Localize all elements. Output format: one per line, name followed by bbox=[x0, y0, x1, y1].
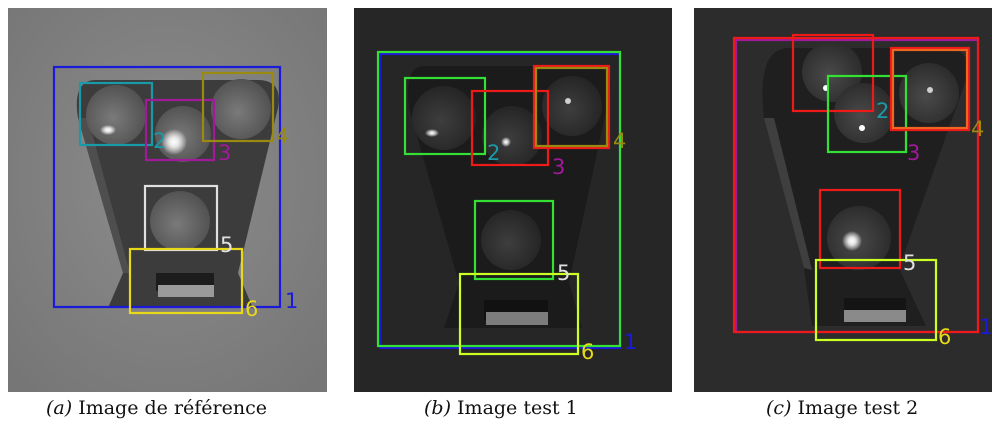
dot-right bbox=[565, 98, 571, 104]
lens-bottom bbox=[150, 191, 210, 251]
lens-center bbox=[834, 83, 894, 143]
lens-right bbox=[542, 76, 602, 136]
caption-letter: (b) bbox=[424, 397, 451, 419]
label-6: 6 bbox=[581, 340, 594, 364]
reflection-bottom bbox=[842, 231, 862, 251]
caption-letter: (c) bbox=[766, 397, 792, 419]
label-6: 6 bbox=[938, 325, 951, 349]
connector-pins bbox=[844, 310, 906, 322]
label-1: 1 bbox=[624, 330, 637, 354]
lens-right bbox=[899, 63, 959, 123]
label-5: 5 bbox=[220, 233, 233, 257]
box-6 bbox=[458, 272, 580, 356]
caption-a: (a) Image de référence bbox=[46, 397, 267, 419]
reflection-center bbox=[859, 125, 865, 131]
box-2 bbox=[791, 33, 875, 113]
caption-c: (c) Image test 2 bbox=[766, 397, 918, 419]
panel-b: 2 3 4 5 6 1 bbox=[354, 8, 672, 392]
lens-left bbox=[412, 86, 476, 150]
box-4 bbox=[201, 71, 275, 143]
caption-letter: (a) bbox=[46, 397, 73, 419]
box-5 bbox=[473, 199, 555, 281]
box-2 bbox=[78, 81, 154, 147]
box-5 bbox=[818, 188, 902, 270]
label-4: 4 bbox=[613, 129, 626, 153]
label-3: 3 bbox=[907, 141, 920, 165]
label-2: 2 bbox=[487, 141, 500, 165]
label-3: 3 bbox=[218, 141, 231, 165]
reflection-left bbox=[425, 129, 439, 137]
reflection-left bbox=[100, 125, 116, 135]
caption-text: Image de référence bbox=[78, 397, 267, 419]
label-6: 6 bbox=[245, 297, 258, 321]
lens-bottom bbox=[481, 210, 541, 270]
label-5: 5 bbox=[903, 251, 916, 275]
caption-text: Image test 2 bbox=[797, 397, 919, 419]
box-4 bbox=[532, 64, 611, 150]
box-4 bbox=[889, 46, 971, 132]
connector-pins bbox=[486, 312, 548, 325]
reflection-center bbox=[501, 137, 511, 147]
box-2 bbox=[403, 76, 487, 156]
box-1 bbox=[52, 65, 282, 309]
label-5: 5 bbox=[557, 261, 570, 285]
part-edge bbox=[764, 118, 812, 270]
lens-left bbox=[802, 42, 862, 102]
caption-b: (b) Image test 1 bbox=[424, 397, 578, 419]
label-1: 1 bbox=[285, 289, 298, 313]
label-2: 2 bbox=[876, 99, 889, 123]
label-2: 2 bbox=[153, 129, 166, 153]
connector-pins bbox=[158, 285, 214, 297]
box-4-outline bbox=[891, 48, 969, 130]
panel-a: 2 3 4 5 6 1 bbox=[8, 8, 327, 392]
box-3 bbox=[826, 74, 908, 154]
reference-image: 2 3 4 5 6 1 bbox=[8, 8, 327, 392]
lens-right bbox=[211, 79, 271, 139]
label-1: 1 bbox=[979, 315, 992, 339]
test-image-1: 2 3 4 5 6 1 bbox=[354, 8, 672, 392]
label-3: 3 bbox=[552, 155, 565, 179]
box-1-status bbox=[376, 50, 622, 348]
box-6 bbox=[814, 258, 938, 342]
box-6 bbox=[128, 247, 244, 315]
label-4: 4 bbox=[276, 124, 289, 148]
label-4: 4 bbox=[971, 117, 984, 141]
panel-c: 2 3 4 5 6 1 bbox=[694, 8, 992, 392]
box-3 bbox=[144, 98, 216, 162]
caption-text: Image test 1 bbox=[457, 397, 578, 419]
box-4-outline bbox=[534, 66, 609, 148]
lens-center bbox=[482, 106, 542, 166]
test-image-2: 2 3 4 5 6 1 bbox=[694, 8, 992, 392]
reflection-center bbox=[161, 129, 187, 155]
dot-right bbox=[927, 87, 933, 93]
part-edge bbox=[78, 118, 130, 273]
box-1 bbox=[732, 36, 980, 334]
box-3 bbox=[470, 89, 550, 167]
lens-left bbox=[86, 85, 146, 145]
